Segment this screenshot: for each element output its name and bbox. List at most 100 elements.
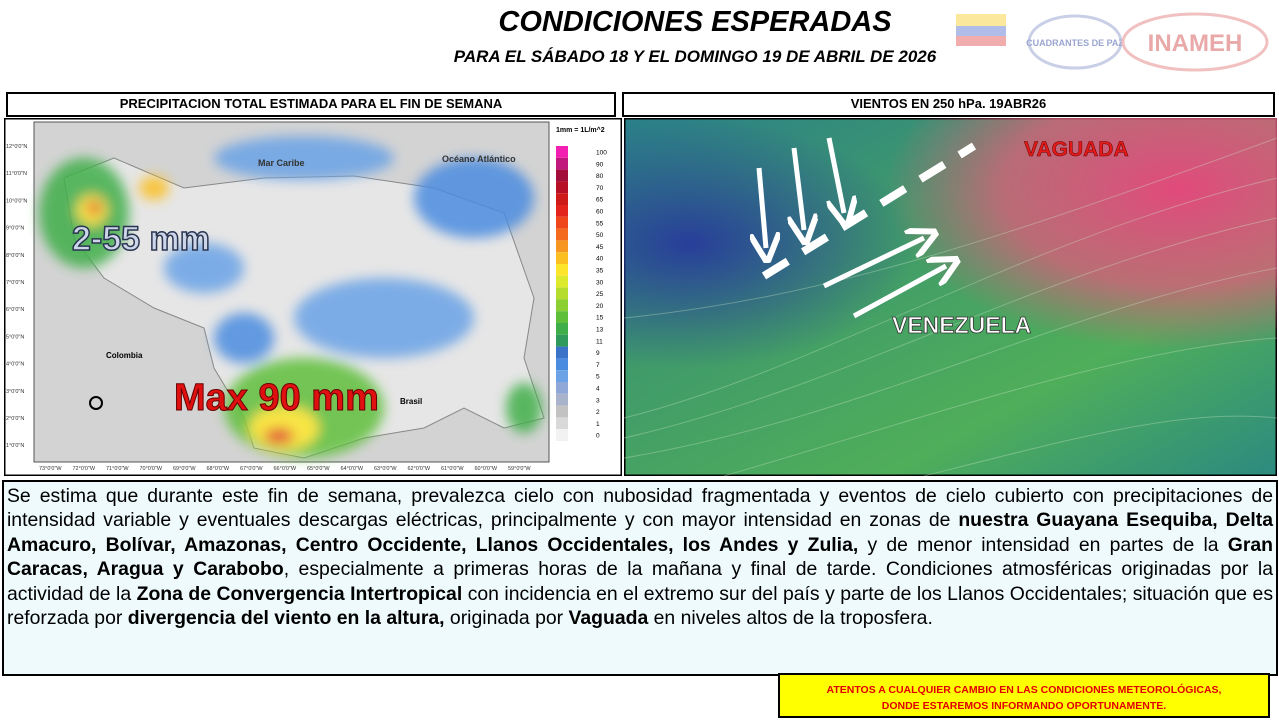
precip-map: 1mm = 1L/m^21009080706560555045403530252… xyxy=(4,118,622,476)
legend-label: 4 xyxy=(596,386,600,393)
lat-label: 5°0'0"N xyxy=(6,334,24,340)
lon-label: 69°0'0"W xyxy=(173,466,196,472)
description-text: Se estima que durante este fin de semana… xyxy=(7,485,1273,532)
legend-swatch xyxy=(556,358,568,371)
lat-label: 1°0'0"N xyxy=(6,443,24,449)
legend-label: 80 xyxy=(596,173,604,180)
legend-swatch xyxy=(556,346,568,359)
legend-label: 55 xyxy=(596,220,604,227)
logo-text: INAMEH xyxy=(1148,30,1243,57)
lon-label: 62°0'0"W xyxy=(408,466,431,472)
lat-label: 8°0'0"N xyxy=(6,253,24,259)
lat-label: 10°0'0"N xyxy=(6,198,27,204)
lat-label: 4°0'0"N xyxy=(6,362,24,368)
legend-swatch xyxy=(556,429,568,441)
legend-label: 13 xyxy=(596,327,604,334)
legend-swatch xyxy=(556,216,568,229)
legend-label: 60 xyxy=(596,209,604,216)
description-text: nuestra Guayana Esequiba, Delta Amacuro,… xyxy=(7,509,1273,556)
lon-label: 64°0'0"W xyxy=(341,466,364,472)
lon-label: 66°0'0"W xyxy=(274,466,297,472)
legend-label: 30 xyxy=(596,279,604,286)
warning-line: DONDE ESTAREMOS INFORMANDO OPORTUNAMENTE… xyxy=(881,700,1167,712)
legend-label: 70 xyxy=(596,185,604,192)
legend-swatch xyxy=(556,275,568,288)
legend-swatch xyxy=(556,370,568,382)
legend-swatch xyxy=(556,205,568,217)
legend-label: 3 xyxy=(596,397,600,404)
map-label: VAGUADA xyxy=(1024,138,1129,161)
legend-swatch xyxy=(556,299,568,312)
legend-swatch xyxy=(556,405,568,418)
country-label: Brasil xyxy=(400,397,422,406)
legend-label: 65 xyxy=(596,197,604,204)
legend-label: 20 xyxy=(596,303,604,310)
legend-swatch xyxy=(556,228,568,241)
lat-label: 6°0'0"N xyxy=(6,307,24,313)
legend-swatch xyxy=(556,417,568,430)
legend-swatch xyxy=(556,323,568,335)
lat-label: 2°0'0"N xyxy=(6,416,24,422)
logos: CUADRANTES DE PAZ INAMEH xyxy=(956,12,1269,72)
legend-swatch xyxy=(556,157,568,170)
legend-label: 90 xyxy=(596,161,604,168)
legend-label: 35 xyxy=(596,268,604,275)
legend-swatch xyxy=(556,311,568,323)
description-text: y de menor intensidad en partes de la xyxy=(858,533,1228,556)
description: Se estima que durante este fin de semana… xyxy=(2,480,1278,676)
panel-title: PRECIPITACION TOTAL ESTIMADA PARA EL FIN… xyxy=(6,92,616,117)
sea-label: Mar Caribe xyxy=(258,158,305,168)
map-label: VENEZUELA xyxy=(892,312,1031,338)
country-label: Colombia xyxy=(106,351,143,360)
description-text: , especialmente a primeras horas de la m… xyxy=(7,558,1273,605)
legend-label: 2 xyxy=(596,409,600,416)
legend-swatch xyxy=(556,146,568,158)
description-text: originada por xyxy=(444,607,569,630)
legend-swatch xyxy=(556,193,568,205)
description-text: Vaguada xyxy=(568,607,649,630)
legend-label: 15 xyxy=(596,315,604,322)
lon-label: 68°0'0"W xyxy=(207,466,230,472)
legend-swatch xyxy=(556,287,568,300)
legend-swatch xyxy=(556,169,568,182)
title: CONDICIONES ESPERADAS xyxy=(498,6,892,38)
lat-label: 9°0'0"N xyxy=(6,226,24,232)
legend-label: 1 xyxy=(596,421,600,428)
lat-label: 7°0'0"N xyxy=(6,280,24,286)
legend-swatch xyxy=(556,181,568,194)
description-text: en niveles altos de la troposfera. xyxy=(648,607,933,630)
warning: ATENTOS A CUALQUIER CAMBIO EN LAS CONDIC… xyxy=(778,673,1270,718)
lon-label: 67°0'0"W xyxy=(240,466,263,472)
lon-label: 71°0'0"W xyxy=(106,466,129,472)
legend-swatch xyxy=(556,393,568,406)
lon-label: 72°0'0"W xyxy=(73,466,96,472)
lat-label: 11°0'0"N xyxy=(6,171,27,177)
lon-label: 60°0'0"W xyxy=(475,466,498,472)
lat-label: 12°0'0"N xyxy=(6,144,27,150)
lon-label: 70°0'0"W xyxy=(140,466,163,472)
legend-label: 9 xyxy=(596,350,600,357)
description-text: Zona de Convergencia Intertropical xyxy=(136,582,463,605)
legend-label: 40 xyxy=(596,256,604,263)
legend-swatch xyxy=(556,264,568,276)
lon-label: 65°0'0"W xyxy=(307,466,330,472)
lon-label: 73°0'0"W xyxy=(39,466,62,472)
annotation: 2-55 mm xyxy=(72,220,210,258)
legend-label: 25 xyxy=(596,291,604,298)
legend-swatch xyxy=(556,240,568,253)
legend-swatch xyxy=(556,334,568,347)
warning-line: ATENTOS A CUALQUIER CAMBIO EN LAS CONDIC… xyxy=(826,684,1222,696)
description-text: con incidencia en el extremo sur del paí… xyxy=(7,582,1274,630)
description-text: Gran Caracas, Aragua y Carabobo xyxy=(7,533,1273,581)
subtitle: PARA EL SÁBADO 18 Y EL DOMINGO 19 DE ABR… xyxy=(453,47,937,66)
legend-title: 1mm = 1L/m^2 xyxy=(556,126,605,134)
description-text: divergencia del viento en la altura, xyxy=(127,607,445,630)
legend-label: 5 xyxy=(596,374,600,381)
legend-label: 11 xyxy=(596,338,603,345)
wind-map: VAGUADA VENEZUELA xyxy=(624,118,1277,476)
legend-label: 100 xyxy=(596,150,607,157)
legend-label: 0 xyxy=(596,433,600,440)
sea-label: Océano Atlántico xyxy=(442,154,516,164)
legend-swatch xyxy=(556,382,568,394)
